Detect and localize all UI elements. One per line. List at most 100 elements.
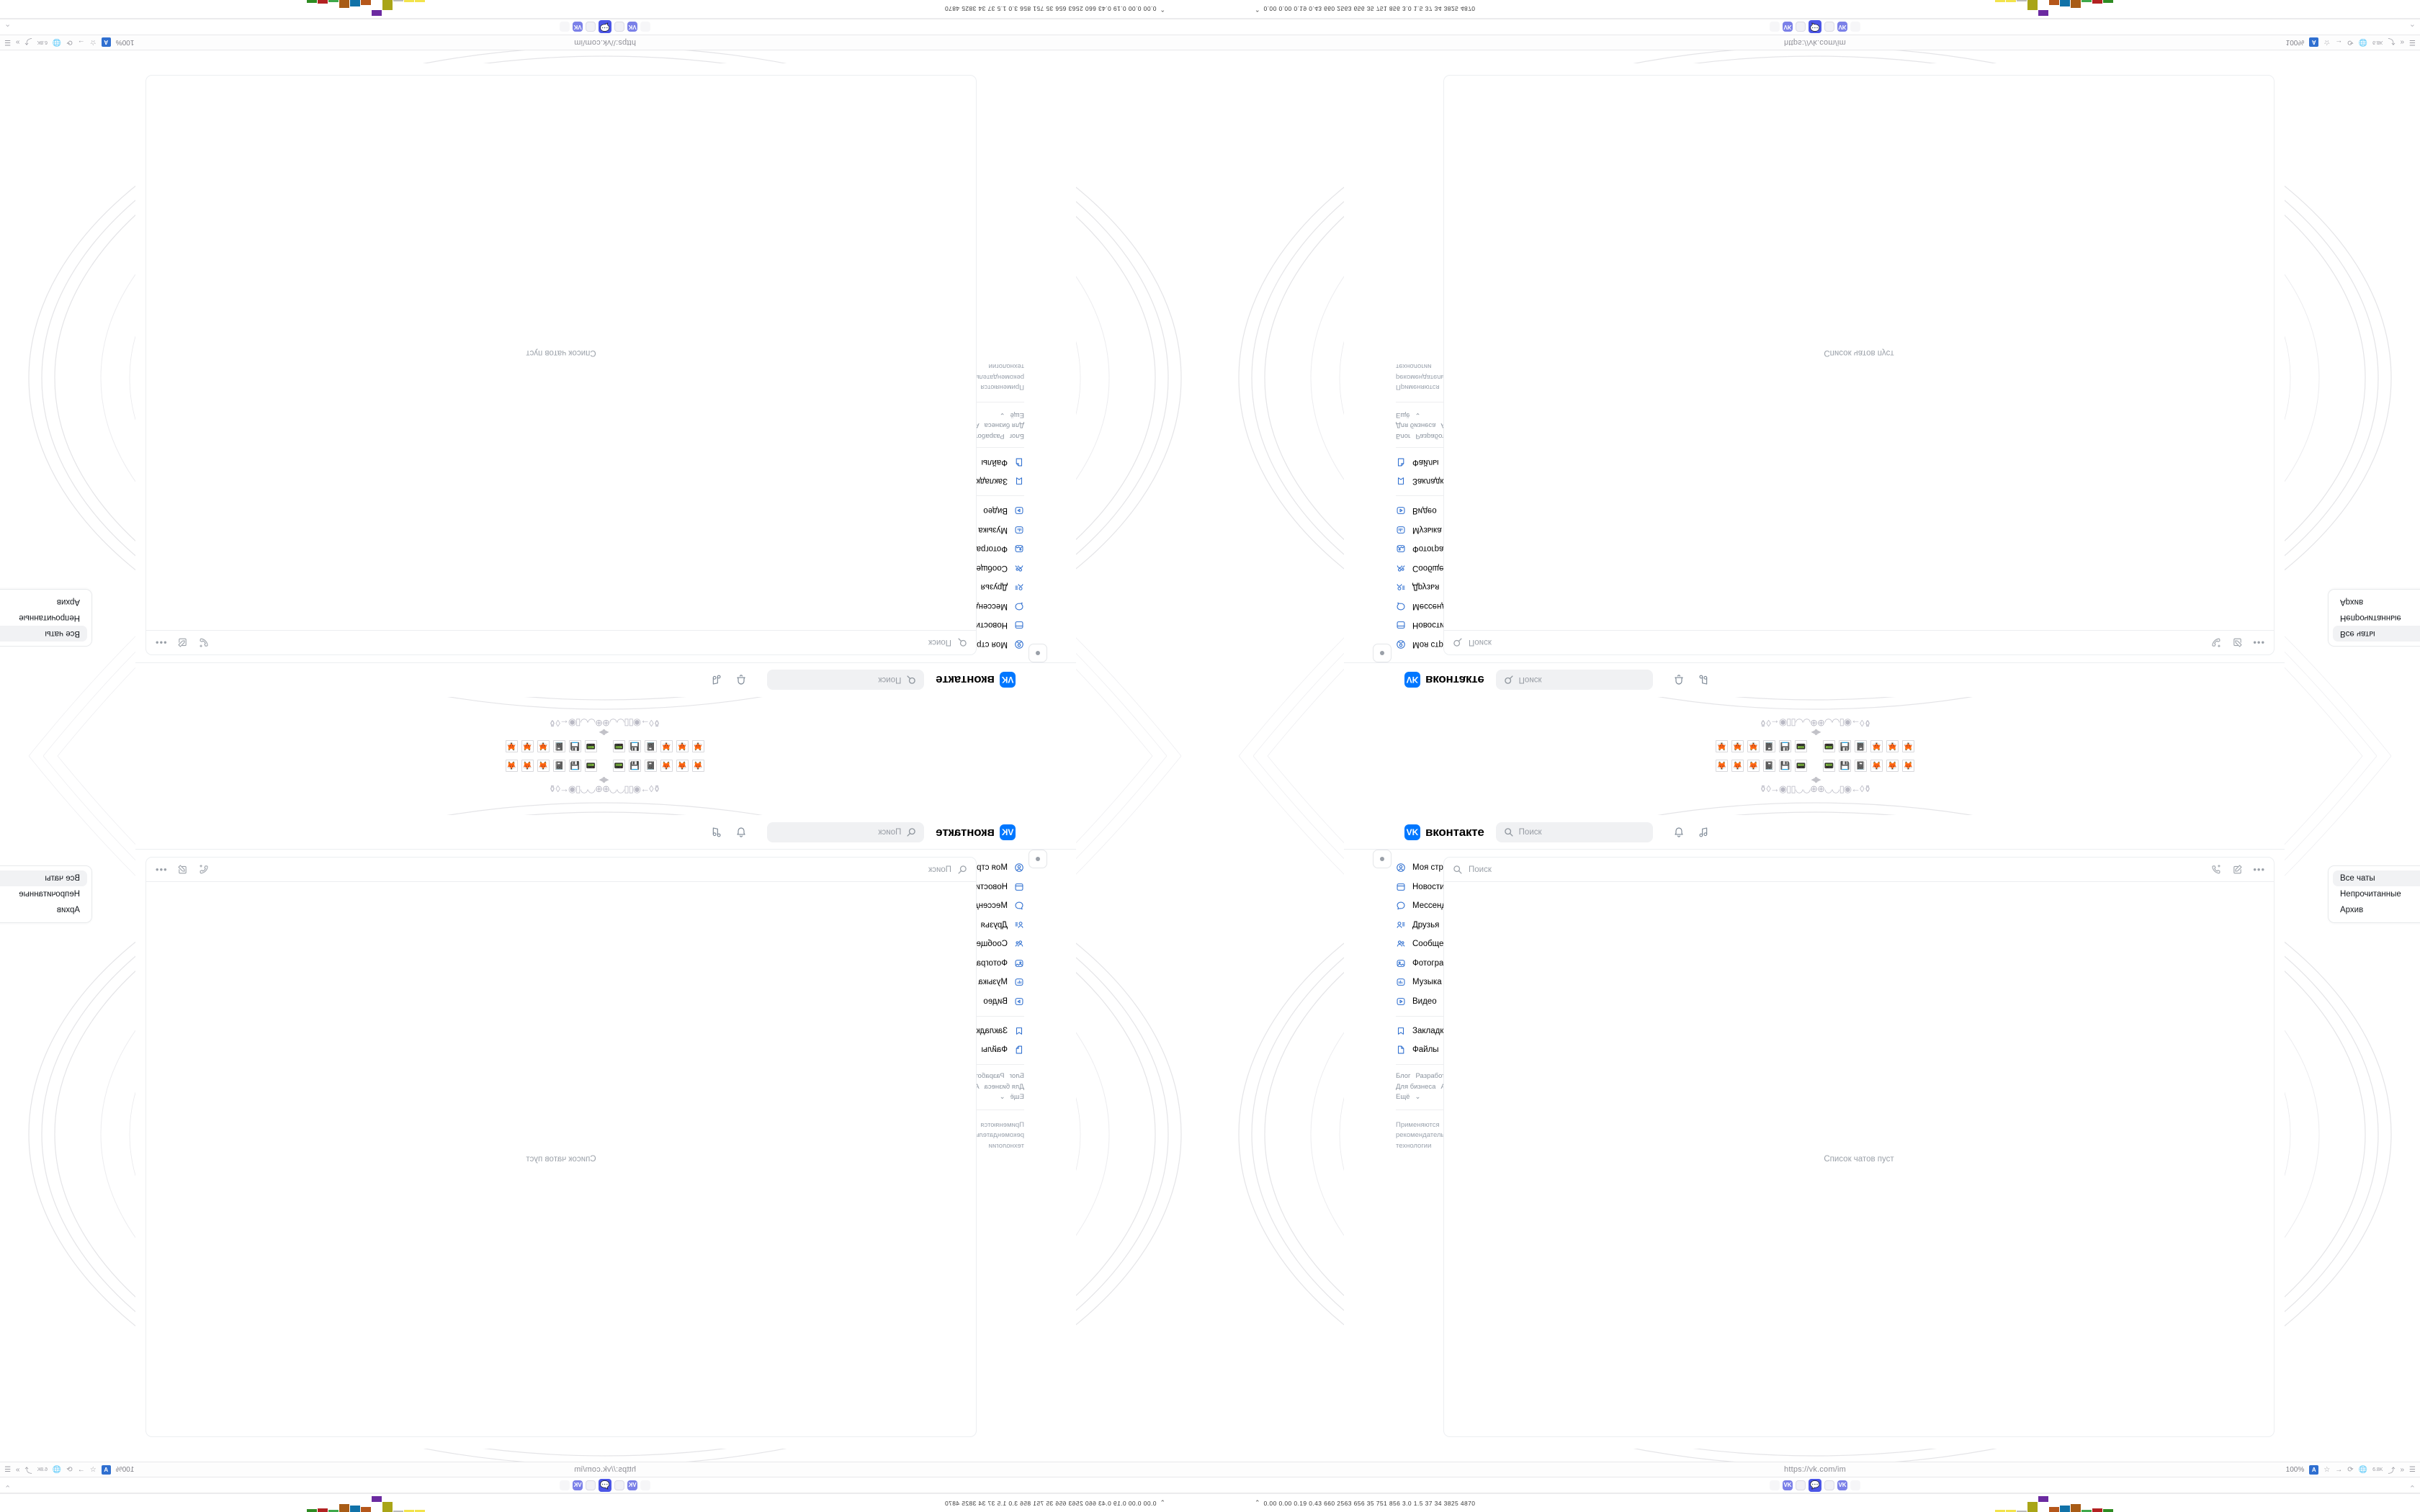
tab-ghost-left[interactable] (640, 22, 650, 32)
terminal-icon[interactable]: 📟 (585, 759, 597, 772)
tab-ghost-right[interactable] (1850, 1480, 1860, 1490)
floppy-64-icon[interactable]: 💾 (569, 740, 581, 753)
terminal-icon[interactable]: 📟 (585, 740, 597, 753)
notepad-icon[interactable]: 📓 (1763, 759, 1775, 772)
compose-message-icon[interactable] (177, 864, 188, 875)
floppy-64-icon[interactable]: 💾 (569, 759, 581, 772)
global-search-input[interactable]: Поиск (767, 670, 925, 690)
notifications-bell-icon[interactable] (735, 675, 747, 686)
sidebar-item-messenger[interactable]: Мессенджер (959, 898, 1024, 914)
tab-ghost-left[interactable] (640, 1480, 650, 1490)
floppy-32-icon[interactable]: 💾 (1779, 740, 1791, 753)
chat-filter-all[interactable]: Все чаты (0, 626, 87, 642)
dock-resize-handle[interactable]: ◀▶ (1811, 728, 1819, 737)
sidebar-item-my-page[interactable]: Моя страница (954, 860, 1024, 876)
sidebar-item-communities[interactable]: Сообщества (1396, 560, 1461, 576)
sidebar-item-music[interactable]: Музыка (1396, 522, 1442, 538)
dock-resize-handle[interactable]: ◀▶ (601, 728, 609, 737)
footer-link-blog[interactable]: Блог (1009, 432, 1024, 440)
messenger-search-input[interactable]: Поиск (1453, 638, 2205, 647)
tab-ghost-right[interactable] (560, 1480, 570, 1490)
tab-blank[interactable] (1824, 1480, 1834, 1490)
sidebar-item-music[interactable]: Музыка (978, 522, 1024, 538)
vk-logo[interactable]: VK вконтакте (936, 672, 1016, 688)
zoom-level[interactable]: 100% (2285, 38, 2305, 47)
notifications-bell-icon[interactable] (1673, 827, 1685, 838)
terminal-icon[interactable]: 📟 (1823, 740, 1835, 753)
messenger-search-input[interactable]: Поиск (215, 865, 967, 874)
firefox-icon[interactable]: 🦊 (1886, 740, 1899, 753)
tab-blank[interactable] (1796, 22, 1806, 32)
forward-icon[interactable]: → (77, 1465, 85, 1474)
firefox-icon[interactable]: 🦊 (1731, 740, 1744, 753)
messenger-search-input[interactable]: Поиск (1453, 865, 2205, 874)
sidebar-item-my-page[interactable]: Моя страница (1396, 860, 1466, 876)
sidebar-item-friends[interactable]: Друзья (1396, 917, 1439, 933)
reload-icon[interactable]: ⟳ (2347, 1465, 2354, 1474)
panel-collapse-icon[interactable]: ⌃ (4, 19, 12, 27)
music-note-icon[interactable] (711, 675, 722, 686)
chat-filter-all[interactable]: Все чаты (0, 870, 87, 886)
reader-mode-icon[interactable]: A (2309, 1464, 2319, 1475)
sidebar-item-friends[interactable]: Друзья (1396, 580, 1439, 595)
footer-link-business[interactable]: Для бизнеса (1396, 1082, 1436, 1091)
forward-icon[interactable]: → (2335, 38, 2343, 47)
sidebar-item-files[interactable]: Файлы (981, 1042, 1024, 1058)
footer-link-business[interactable]: Для бизнеса (1396, 421, 1436, 430)
reload-icon[interactable]: ⟳ (2347, 38, 2354, 47)
firefox-icon[interactable]: 🦊 (1716, 759, 1728, 772)
firefox-icon[interactable]: 🦊 (506, 740, 518, 753)
sidebar-item-video[interactable]: Видео (982, 503, 1024, 519)
sidebar-item-messenger[interactable]: Мессенджер (1396, 598, 1461, 614)
reload-icon[interactable]: ⟳ (66, 1465, 73, 1474)
reader-mode-icon[interactable]: A (101, 1464, 111, 1475)
footer-link-business[interactable]: Для бизнеса (984, 421, 1024, 430)
sidebar-item-news[interactable]: Новости (1396, 618, 1445, 634)
sidebar-item-music[interactable]: Музыка (978, 974, 1024, 990)
footer-link-more[interactable]: Ещё (1396, 410, 1410, 419)
terminal-icon[interactable]: 📟 (613, 759, 625, 772)
tab-vk-messenger-active[interactable]: 💬 (1809, 20, 1821, 34)
sidebar-item-news[interactable]: Новости (975, 879, 1024, 895)
globe-icon[interactable]: 🌐 (52, 38, 62, 47)
sidebar-item-communities[interactable]: Сообщества (959, 936, 1024, 952)
new-call-icon[interactable] (198, 637, 209, 648)
tab-blank[interactable] (614, 1480, 624, 1490)
footer-link-more[interactable]: Ещё (1010, 1093, 1024, 1102)
pocket-icon[interactable]: ⤴ (24, 37, 32, 45)
firefox-icon[interactable]: 🦊 (1886, 759, 1899, 772)
notepad-icon[interactable]: 📓 (645, 759, 657, 772)
bookmark-star-icon[interactable]: ☆ (2323, 38, 2331, 47)
reader-mode-icon[interactable]: A (101, 37, 111, 48)
tab-blank[interactable] (586, 1480, 596, 1490)
firefox-icon[interactable]: 🦊 (1870, 740, 1883, 753)
notepad-icon[interactable]: 📓 (645, 740, 657, 753)
top-left-floating-button[interactable] (1028, 644, 1047, 662)
panel-collapse-icon[interactable]: ⌃ (2408, 19, 2416, 27)
tab-vk-messenger-active[interactable]: 💬 (599, 1478, 611, 1492)
notifications-bell-icon[interactable] (735, 827, 747, 838)
sidebar-item-messenger[interactable]: Мессенджер (1396, 898, 1461, 914)
tab-vk[interactable]: VK (627, 22, 637, 32)
notepad-icon[interactable]: 📓 (553, 740, 565, 753)
sidebar-item-files[interactable]: Файлы (1396, 1042, 1439, 1058)
floppy-32-icon[interactable]: 💾 (629, 759, 641, 772)
tab-vk[interactable]: VK (1837, 22, 1847, 32)
firefox-icon[interactable]: 🦊 (692, 740, 704, 753)
music-note-icon[interactable] (711, 827, 722, 838)
firefox-icon[interactable]: 🦊 (676, 759, 689, 772)
chat-filter-archive[interactable]: Архив (2333, 594, 2420, 610)
notepad-icon[interactable]: 📓 (1855, 740, 1867, 753)
tab-vk-messenger-active[interactable]: 💬 (1809, 1478, 1821, 1492)
firefox-icon[interactable]: 🦊 (1902, 759, 1914, 772)
overflow-icon[interactable]: » (15, 38, 20, 47)
sidebar-item-communities[interactable]: Сообщества (959, 560, 1024, 576)
pocket-icon[interactable]: ⤴ (2388, 1467, 2396, 1475)
panel-collapse-icon[interactable]: ⌃ (4, 1485, 12, 1493)
notepad-icon[interactable]: 📓 (1763, 740, 1775, 753)
browser-url-bar[interactable]: https://vk.com/im 100% A ☆ → ⟳ 🌐 6.8K ⤴ … (1210, 1462, 2420, 1477)
footer-link-developers[interactable]: Разработчикам (1415, 1072, 1464, 1080)
more-options-icon[interactable]: ••• (2253, 864, 2265, 875)
pocket-icon[interactable]: ⤴ (2388, 37, 2396, 45)
tab-vk-messenger-active[interactable]: 💬 (599, 20, 611, 34)
